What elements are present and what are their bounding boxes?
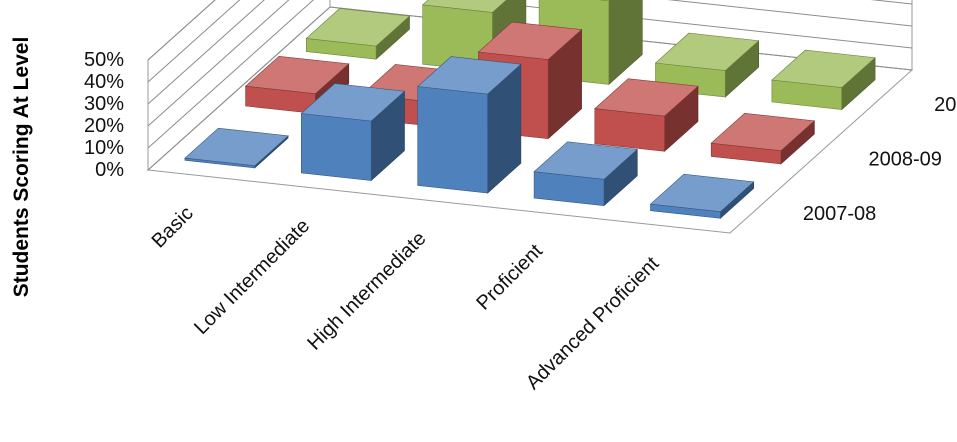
gridline: [147, 0, 241, 83]
bar: [416, 56, 522, 194]
bar: [305, 8, 411, 60]
gridline: [147, 0, 913, 105]
gridline: [147, 0, 913, 127]
bar: [300, 83, 406, 182]
y-tick-label: 10%: [84, 137, 124, 159]
x-tick-label: High Intermediate: [303, 227, 430, 354]
x-tick-label: Advanced Proficient: [522, 252, 664, 394]
bars: [184, 0, 876, 219]
y-tick-label: 30%: [84, 93, 124, 115]
y-tick-labels: 0%10%20%30%40%50%: [84, 49, 124, 181]
y-tick-label: 50%: [84, 49, 124, 71]
depth-axis-label: 2008-09: [869, 149, 942, 171]
gridline: [147, 0, 216, 61]
bar: [710, 112, 816, 165]
bar: [594, 78, 699, 152]
bar: [184, 127, 289, 169]
x-tick-label: Proficient: [472, 240, 547, 315]
bar: [654, 32, 760, 98]
gridline: [147, 0, 913, 149]
x-tick-label: Basic: [148, 202, 198, 252]
depth-axis-label: 2009-10: [934, 94, 957, 116]
bar: [649, 173, 755, 219]
bar: [533, 141, 639, 207]
depth-axis-label: 2007-08: [803, 203, 876, 225]
x-tick-label: Low Intermediate: [190, 215, 314, 339]
y-tick-label: 0%: [95, 159, 124, 181]
series-depth-labels: 2009-10 2008-09 2007-08: [803, 94, 957, 225]
bar: [771, 49, 876, 111]
y-tick-label: 40%: [84, 71, 124, 93]
y-tick-label: 20%: [84, 115, 124, 137]
